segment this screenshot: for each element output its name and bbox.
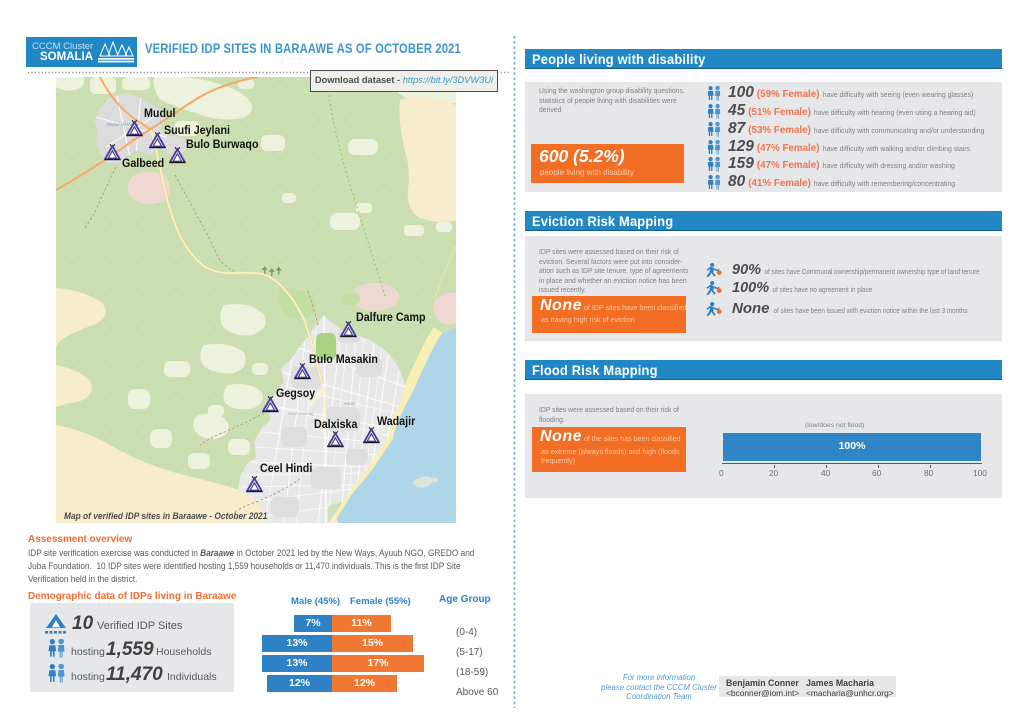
svg-text:Wadiir: Wadiir — [344, 401, 356, 406]
svg-text:Mudul-Baraawe: Mudul-Baraawe — [107, 122, 140, 127]
svg-text:Hawl-wadaag: Hawl-wadaag — [288, 411, 314, 416]
